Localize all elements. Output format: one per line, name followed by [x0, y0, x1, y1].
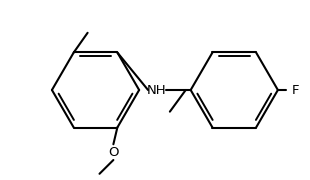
Text: O: O [108, 146, 119, 159]
Text: NH: NH [147, 84, 167, 96]
Text: F: F [292, 84, 299, 96]
